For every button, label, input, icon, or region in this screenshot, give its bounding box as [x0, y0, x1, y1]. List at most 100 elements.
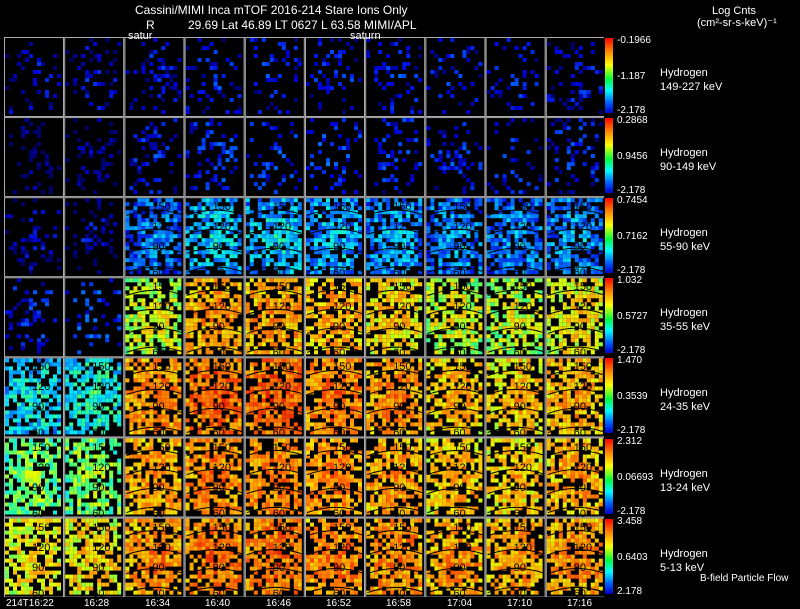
time-tick-label: 16:58 — [386, 598, 412, 609]
contour-label: 120 — [573, 541, 593, 554]
image-cell — [184, 277, 245, 358]
colorbar-max: 1.470 — [617, 355, 643, 367]
image-cell — [545, 517, 604, 597]
contour-label: 150 — [152, 441, 171, 454]
contour-label: 90 — [453, 241, 466, 254]
image-cell — [124, 437, 185, 518]
contour-label: 120 — [513, 381, 532, 394]
colorbar-mid: 0.6403 — [617, 551, 648, 563]
image-cell — [244, 277, 305, 358]
species-label: Hydrogen — [660, 307, 708, 320]
contour-label: 120 — [152, 221, 171, 234]
contour-label: 60 — [573, 587, 587, 600]
contour-label: 150 — [513, 521, 532, 534]
contour-label: 120 — [573, 381, 593, 394]
contour-label: 150 — [573, 441, 593, 454]
orbit-info: 29.69 Lat 46.89 LT 0627 L 63.58 MIMI/APL — [188, 18, 417, 32]
image-cell — [425, 437, 486, 518]
contour-label: 60 — [32, 427, 45, 440]
saturn-label: saturn — [350, 30, 381, 42]
contour-label: 150 — [513, 281, 532, 294]
contour-label: 90 — [272, 321, 286, 334]
image-cell — [124, 517, 185, 597]
contour-label: 60 — [573, 507, 587, 520]
contour-label: 90 — [453, 321, 466, 334]
image-cell — [4, 437, 64, 518]
contour-label: 120 — [513, 301, 532, 314]
contour-label: 60 — [212, 587, 225, 600]
image-cell — [4, 197, 64, 278]
contour-label: 120 — [92, 541, 111, 554]
contour-label: 150 — [513, 361, 532, 374]
time-tick-label: 17:10 — [507, 598, 533, 609]
contour-label: 150 — [152, 201, 171, 214]
image-cell — [64, 277, 125, 358]
contour-label: 150 — [32, 441, 51, 454]
image-cell — [425, 517, 486, 597]
image-cell — [124, 197, 185, 278]
contour-label: 120 — [212, 461, 231, 474]
contour-label: 120 — [92, 381, 111, 394]
contour-label: 150 — [333, 201, 352, 214]
contour-label: 60 — [573, 347, 587, 360]
contour-label: 150 — [573, 361, 593, 374]
contour-label: 150 — [92, 441, 111, 454]
contour-label: 60 — [513, 427, 526, 440]
contour-label: 90 — [573, 481, 587, 494]
contour-label: 90 — [453, 561, 466, 574]
contour-label: 60 — [453, 267, 466, 280]
image-cell — [305, 117, 365, 198]
contour-label: 150 — [453, 281, 472, 294]
contour-label: 150 — [92, 361, 111, 374]
image-cell — [244, 357, 305, 438]
image-cell — [124, 357, 185, 438]
contour-label: 120 — [393, 541, 412, 554]
contour-label: 90 — [92, 561, 105, 574]
contour-label: 60 — [513, 267, 526, 280]
image-cell — [545, 277, 604, 358]
image-cell — [485, 437, 546, 518]
energy-range-label: 149-227 keV — [660, 81, 723, 93]
image-cell — [425, 117, 486, 198]
colorbar — [605, 118, 613, 194]
species-label: Hydrogen — [660, 387, 708, 400]
species-label: Hydrogen — [660, 467, 708, 480]
contour-label: 150 — [393, 361, 412, 374]
image-cell — [184, 37, 245, 117]
contour-label: 90 — [152, 321, 165, 334]
contour-label: 60 — [212, 267, 225, 280]
colorbar-min: -2.178 — [617, 345, 646, 357]
contour-label: 60 — [513, 587, 526, 600]
contour-label: 90 — [32, 561, 45, 574]
image-cell — [64, 517, 125, 597]
colorbar-mid: 0.06693 — [617, 471, 654, 483]
contour-label: 90 — [573, 241, 587, 254]
contour-label: 120 — [513, 541, 532, 554]
contour-label: 90 — [272, 561, 286, 574]
colorbar — [605, 518, 613, 594]
image-cell — [124, 37, 185, 117]
contour-label: 90 — [92, 481, 105, 494]
colorbar-max: 2.312 — [617, 435, 643, 447]
image-cell — [4, 517, 64, 597]
colorbar — [605, 358, 613, 434]
colorbar-mid: 0.9456 — [617, 151, 648, 163]
image-cell — [485, 357, 546, 438]
image-cell — [305, 197, 365, 278]
energy-range-label: 24-35 keV — [660, 401, 711, 414]
colorbar-max: -0.1966 — [617, 35, 651, 46]
image-cell — [545, 117, 604, 198]
contour-label: 60 — [92, 427, 105, 440]
image-cell — [124, 117, 185, 198]
contour-label: 120 — [453, 301, 472, 314]
contour-label: 90 — [92, 401, 105, 414]
contour-label: 120 — [152, 301, 171, 314]
image-cell — [365, 117, 426, 198]
energy-range-label: 5-13 keV — [660, 561, 705, 574]
time-tick-label: 17:16 — [567, 598, 593, 609]
image-cell — [4, 357, 64, 438]
image-cell — [485, 517, 546, 597]
chart-title: Cassini/MIMI Inca mTOF 2016-214 Stare Io… — [135, 3, 408, 17]
contour-label: 60 — [32, 587, 45, 600]
contour-label: 120 — [393, 461, 412, 474]
